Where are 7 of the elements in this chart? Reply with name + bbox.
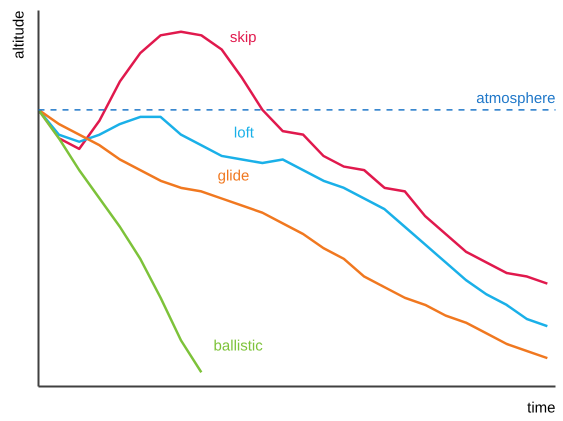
- series-label: loft: [234, 124, 255, 142]
- series-label: skip: [230, 28, 257, 46]
- series-label: ballistic: [214, 338, 264, 355]
- ref-line-label: atmosphere: [476, 90, 556, 107]
- x-axis-title: time: [527, 400, 556, 416]
- y-axis-title: altitude: [10, 10, 28, 59]
- series-label: glide: [218, 167, 250, 184]
